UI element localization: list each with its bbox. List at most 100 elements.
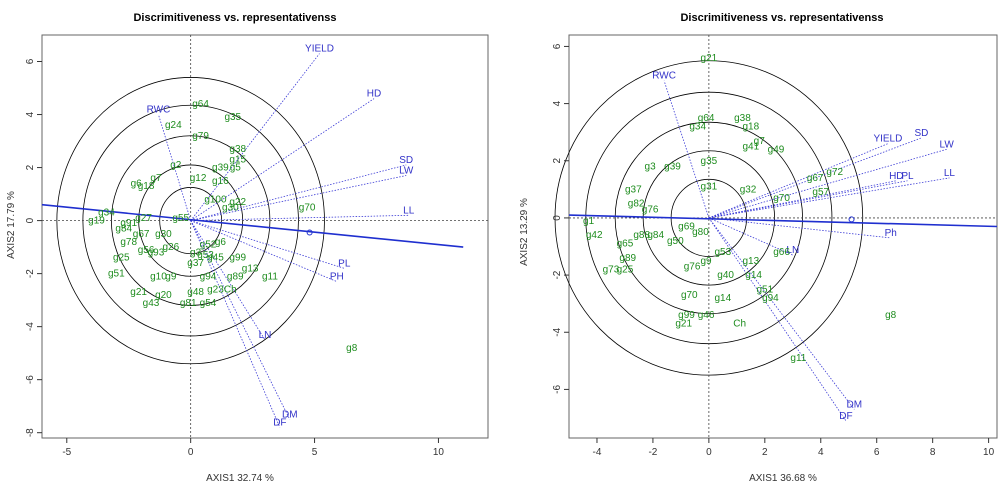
genotype-label: g57 [812, 187, 829, 198]
y-tick-label: 0 [552, 215, 563, 221]
average-environment-axis [568, 214, 998, 228]
environment-label: LN [786, 245, 799, 256]
chart-title: Discrimitiveness vs. representativenss [680, 12, 883, 24]
y-axis-label: AXIS2 13.29 % [519, 198, 530, 266]
environment-vector [708, 217, 855, 410]
genotype-label: g89 [227, 271, 244, 282]
x-tick-label: 0 [188, 447, 194, 458]
y-tick-label: -6 [552, 385, 563, 394]
genotype-label: g15 [229, 155, 246, 166]
genotype-label: g6 [215, 237, 227, 248]
chart-panel-right: Discrimitiveness vs. representativenss RW… [500, 0, 999, 488]
y-tick-label: 4 [25, 111, 36, 117]
genotype-label: g84 [115, 224, 132, 235]
y-tick-label: -6 [25, 375, 36, 384]
genotype-label: g39 [212, 163, 229, 174]
environment-vector [190, 98, 375, 221]
genotype-label: g81 [180, 298, 197, 309]
genotype-label: Ch [733, 319, 746, 330]
environment-label: HD [367, 89, 381, 100]
genotype-label: g67 [133, 229, 150, 240]
genotype-label: g12 [190, 173, 207, 184]
genotype-label: g78 [120, 237, 137, 248]
y-tick-label: 6 [552, 43, 563, 49]
environment-label: YIELD [873, 134, 902, 145]
environment-vector [708, 137, 922, 219]
genotype-label: g72 [826, 167, 843, 178]
genotype-label: g54 [200, 298, 217, 309]
genotype-label: g82 [628, 199, 645, 210]
genotype-label: g8 [885, 310, 897, 321]
genotype-label: g89 [619, 253, 636, 264]
genotype-label: g93 [148, 247, 165, 258]
genotype-label: g51 [108, 269, 125, 280]
genotype-label: g53 [197, 250, 214, 261]
x-axis-label: AXIS1 36.68 % [749, 473, 817, 484]
environment-label: RWC [652, 71, 676, 82]
environment-vector [663, 80, 710, 219]
genotype-label: g42 [586, 230, 603, 241]
genotype-label: g100 [204, 194, 227, 205]
genotype-label: g14 [715, 293, 732, 304]
genotype-label: g84 [647, 230, 664, 241]
genotype-label: g9 [165, 271, 177, 282]
environment-vector [190, 164, 407, 221]
environment-label: PL [901, 171, 914, 182]
genotype-label: g45 [207, 253, 224, 264]
genotype-label: g35 [701, 156, 718, 167]
plot-frame [41, 34, 489, 439]
genotype-label: g18 [742, 121, 759, 132]
x-tick-label: 8 [930, 447, 936, 458]
y-tick-label: 6 [25, 58, 36, 64]
environment-label: DF [839, 411, 852, 422]
environment-vector [708, 180, 897, 219]
genotype-label: g53 [715, 247, 732, 258]
environment-vector [708, 217, 847, 422]
genotype-label: g22 [229, 197, 246, 208]
environment-label: SD [399, 155, 413, 166]
genotype-label: g67 [807, 173, 824, 184]
genotype-label: g13 [242, 263, 259, 274]
genotype-label: g30 [155, 229, 172, 240]
genotype-label: g19 [88, 216, 105, 227]
genotype-label: g80 [692, 227, 709, 238]
genotype-label: g73 [603, 264, 620, 275]
y-tick-label: 4 [552, 100, 563, 106]
y-tick-label: -2 [25, 269, 36, 278]
average-environment-marker [306, 229, 313, 236]
genotype-label: g10 [150, 271, 167, 282]
genotype-label: g11 [262, 271, 278, 282]
chart-panel-left: Discrimitiveness vs. representativenss YI… [6, 12, 489, 484]
genotype-label: g49 [768, 144, 785, 155]
genotype-label: g21 [130, 287, 147, 298]
genotype-label: g3 [645, 161, 657, 172]
environment-label: DM [847, 399, 863, 410]
environment-label: PH [330, 272, 344, 283]
genotype-label: g48 [187, 287, 204, 298]
plot-frame [568, 34, 998, 439]
genotype-label: g70 [299, 202, 316, 213]
x-tick-label: 6 [874, 447, 880, 458]
genotype-label: g25 [617, 264, 634, 275]
genotype-label: g99 [678, 310, 695, 321]
genotype-label: g50 [667, 236, 684, 247]
environment-label: LN [259, 330, 272, 341]
genotype-label: g99 [229, 253, 246, 264]
genotype-label: g21 [675, 319, 692, 330]
environment-vector [190, 220, 338, 282]
genotype-label: g55 [172, 213, 189, 224]
y-tick-label: 2 [552, 158, 563, 164]
genotype-label: g5 [230, 163, 242, 174]
genotype-label: g65 [617, 239, 634, 250]
genotype-label: g56 [138, 245, 155, 256]
genotype-label: g27 [135, 213, 152, 224]
environment-label: SD [915, 128, 929, 139]
genotype-label: g70 [773, 193, 790, 204]
biplot-right: Discrimitiveness vs. representativenss RW… [519, 12, 998, 484]
genotype-label: g76 [684, 262, 701, 273]
environment-vector [708, 180, 908, 219]
genotype-label: g21 [701, 53, 718, 64]
genotype-label: g91 [120, 218, 137, 229]
x-tick-label: -4 [593, 447, 602, 458]
genotype-label: g38 [734, 113, 751, 124]
